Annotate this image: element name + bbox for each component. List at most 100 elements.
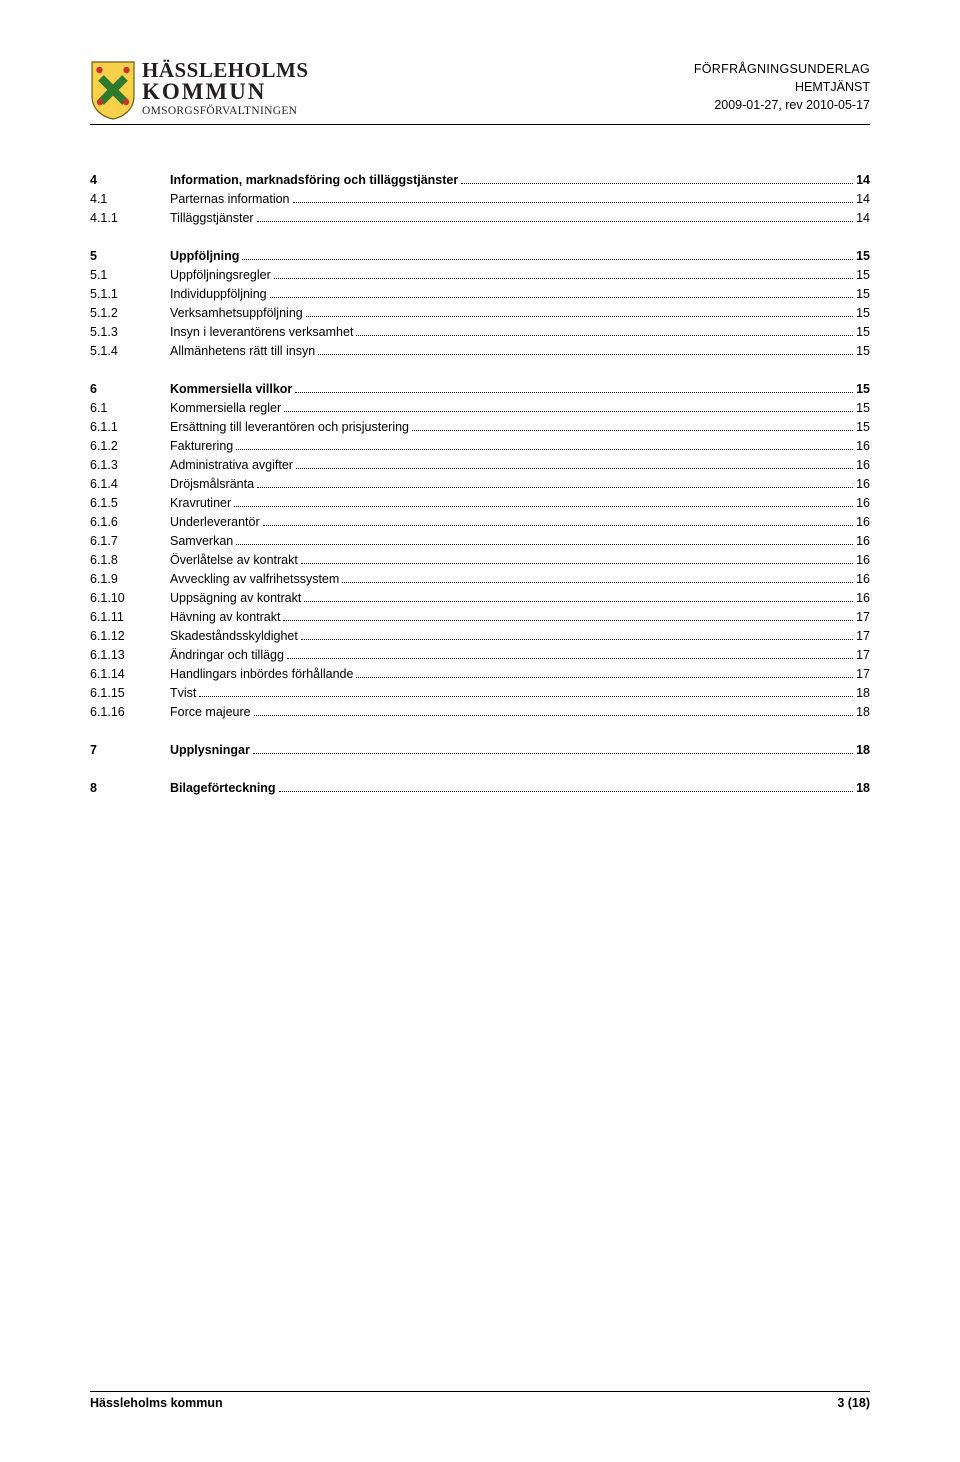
toc-leader	[279, 783, 854, 792]
toc-leader	[263, 517, 853, 526]
document-type: FÖRFRÅGNINGSUNDERLAG	[694, 60, 870, 78]
toc-row: 4.1Parternas information 14	[90, 190, 870, 209]
toc-leader	[236, 536, 853, 545]
toc-title: Fakturering	[170, 437, 233, 456]
toc-number: 6.1.13	[90, 646, 170, 665]
toc-title: Individuppföljning	[170, 285, 267, 304]
toc-page: 16	[856, 570, 870, 589]
document-date: 2009-01-27, rev 2010-05-17	[694, 96, 870, 114]
logo-line1: HÄSSLEHOLMS	[142, 60, 309, 81]
toc-title: Uppföljningsregler	[170, 266, 271, 285]
page-footer: Hässleholms kommun 3 (18)	[90, 1391, 870, 1410]
toc-row: 5.1.4Allmänhetens rätt till insyn15	[90, 342, 870, 361]
toc-number: 6.1.8	[90, 551, 170, 570]
toc-leader	[287, 650, 853, 659]
toc-title: Parternas information	[170, 190, 290, 209]
toc-title: Samverkan	[170, 532, 233, 551]
toc-row: 5.1Uppföljningsregler15	[90, 266, 870, 285]
toc-page: 15	[856, 285, 870, 304]
toc-page: 17	[856, 608, 870, 627]
toc-leader	[301, 555, 853, 564]
toc-leader	[274, 270, 853, 279]
toc-number: 4	[90, 171, 170, 190]
shield-icon	[90, 60, 136, 120]
toc-leader	[412, 422, 853, 431]
toc-number: 6.1.11	[90, 608, 170, 627]
toc-number: 6.1.16	[90, 703, 170, 722]
toc-title: Skadeståndsskyldighet	[170, 627, 298, 646]
toc-row: 7Upplysningar18	[90, 741, 870, 760]
toc-row: 6.1.10Uppsägning av kontrakt16	[90, 589, 870, 608]
toc-number: 5.1	[90, 266, 170, 285]
toc-row: 6.1.6Underleverantör16	[90, 513, 870, 532]
toc-leader	[257, 213, 853, 222]
toc-leader	[257, 479, 853, 488]
toc-number: 6.1.3	[90, 456, 170, 475]
header-rule	[90, 124, 870, 125]
toc-number: 6.1.9	[90, 570, 170, 589]
toc-number: 6.1.4	[90, 475, 170, 494]
toc-page: 15	[856, 418, 870, 437]
toc-leader	[293, 194, 854, 203]
toc-page: 15	[856, 342, 870, 361]
toc-page: 15	[856, 323, 870, 342]
toc-page: 15	[856, 247, 870, 266]
toc-number: 6.1.12	[90, 627, 170, 646]
footer-row: Hässleholms kommun 3 (18)	[90, 1396, 870, 1410]
toc-leader	[253, 745, 853, 754]
toc-leader	[199, 688, 853, 697]
toc-row: 6.1.13Ändringar och tillägg 17	[90, 646, 870, 665]
toc-number: 5	[90, 247, 170, 266]
toc-row: 6.1.9Avveckling av valfrihetssystem16	[90, 570, 870, 589]
toc-row: 6.1.4Dröjsmålsränta16	[90, 475, 870, 494]
toc-row: 6.1.15Tvist18	[90, 684, 870, 703]
toc-number: 5.1.2	[90, 304, 170, 323]
toc-row: 4.1.1Tilläggstjänster14	[90, 209, 870, 228]
toc-leader	[306, 308, 853, 317]
toc-number: 5.1.3	[90, 323, 170, 342]
toc-number: 6.1.14	[90, 665, 170, 684]
toc-blank-row	[90, 228, 870, 247]
toc-row: 6.1.14Handlingars inbördes förhållande17	[90, 665, 870, 684]
toc-title: Bilageförteckning	[170, 779, 276, 798]
toc-page: 17	[856, 646, 870, 665]
logo-subtitle: OMSORGSFÖRVALTNINGEN	[142, 106, 309, 118]
toc-blank-row	[90, 760, 870, 779]
toc-page: 16	[856, 551, 870, 570]
toc-title: Ersättning till leverantören och prisjus…	[170, 418, 409, 437]
toc-title: Kravrutiner	[170, 494, 231, 513]
toc-title: Insyn i leverantörens verksamhet	[170, 323, 353, 342]
toc-row: 6.1.7Samverkan16	[90, 532, 870, 551]
toc-leader	[318, 346, 853, 355]
toc-page: 16	[856, 437, 870, 456]
document-page: HÄSSLEHOLMS KOMMUN OMSORGSFÖRVALTNINGEN …	[0, 0, 960, 1462]
footer-page-number: 3 (18)	[837, 1396, 870, 1410]
toc-leader	[296, 460, 853, 469]
toc-title: Ändringar och tillägg	[170, 646, 284, 665]
toc-number: 6.1.7	[90, 532, 170, 551]
toc-page: 14	[856, 171, 870, 190]
document-meta: FÖRFRÅGNINGSUNDERLAG HEMTJÄNST 2009-01-2…	[694, 60, 870, 114]
toc-number: 6.1	[90, 399, 170, 418]
logo-block: HÄSSLEHOLMS KOMMUN OMSORGSFÖRVALTNINGEN	[90, 60, 309, 120]
toc-leader	[301, 631, 853, 640]
toc-page: 17	[856, 665, 870, 684]
toc-number: 4.1	[90, 190, 170, 209]
logo-text: HÄSSLEHOLMS KOMMUN OMSORGSFÖRVALTNINGEN	[142, 60, 309, 118]
toc-page: 16	[856, 494, 870, 513]
toc-page: 17	[856, 627, 870, 646]
toc-row: 6.1.1Ersättning till leverantören och pr…	[90, 418, 870, 437]
toc-row: 5.1.3Insyn i leverantörens verksamhet 15	[90, 323, 870, 342]
toc-number: 6.1.6	[90, 513, 170, 532]
toc-page: 14	[856, 190, 870, 209]
toc-leader	[242, 251, 853, 260]
toc-row: 6.1.11Hävning av kontrakt17	[90, 608, 870, 627]
toc-row: 4Information, marknadsföring och tillägg…	[90, 171, 870, 190]
toc-page: 16	[856, 456, 870, 475]
toc-page: 18	[856, 684, 870, 703]
toc-leader	[461, 175, 853, 184]
toc-page: 15	[856, 399, 870, 418]
toc-title: Upplysningar	[170, 741, 250, 760]
toc-row: 5.1.1Individuppföljning15	[90, 285, 870, 304]
toc-row: 6.1.2Fakturering16	[90, 437, 870, 456]
